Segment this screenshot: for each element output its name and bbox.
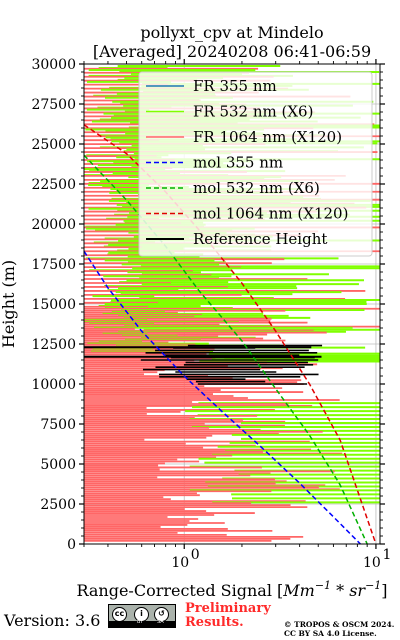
copyright-note: © TROPOS & OSCM 2024. CC BY SA 4.0 Licen… [284, 620, 394, 638]
cc-badge-strip: BY SA [109, 619, 175, 627]
x-tick-exponent: 1 [382, 547, 391, 563]
preliminary-results-note: Preliminary Results. [185, 602, 271, 630]
version-label: Version: 3.6 [4, 611, 101, 630]
preliminary-line-1: Preliminary [185, 601, 271, 616]
x-axis-label: Range-Corrected Signal [Mm−1 * sr−1] [76, 579, 387, 600]
reference-height-profiles [84, 344, 323, 385]
x-axis-label-mid: * sr [331, 581, 366, 600]
y-axis-label: Height (m) [0, 260, 18, 348]
y-tick-label: 20000 [31, 217, 76, 233]
legend-entry-label: mol 532 nm (X6) [193, 179, 320, 197]
legend-entry-label: mol 1064 nm (X120) [193, 205, 348, 223]
x-tick-label: 10 [171, 555, 189, 571]
cc-license-badge[interactable]: cc i ↺ BY SA [108, 604, 176, 628]
x-tick-exponent: 0 [191, 547, 200, 563]
x-axis-label-text: Range-Corrected Signal [ [76, 581, 283, 600]
y-tick-label: 2500 [40, 497, 76, 513]
y-tick-label: 27500 [31, 97, 76, 113]
cc-by-text: BY [137, 619, 144, 625]
cc-sa-text: SA [157, 619, 164, 625]
legend-entry-label: FR 355 nm [193, 77, 277, 95]
y-tick-label: 5000 [40, 457, 76, 473]
legend-entry-label: FR 532 nm (X6) [193, 103, 313, 121]
legend: FR 355 nm FR 532 nm (X6) FR 1064 nm (X120)… [138, 71, 373, 257]
x-axis-label-end: ] [381, 581, 387, 600]
copyright-line-2: CC BY SA 4.0 License. [284, 629, 377, 638]
legend-frame [138, 71, 373, 257]
axis-ticks: 0 2500 5000 7500 10000 12500 15000 17500 20000 22… [31, 57, 391, 571]
lidar-profile-chart: pollyxt_cpv at Mindelo [Averaged] 202402… [0, 23, 391, 600]
legend-entry-label: mol 355 nm [193, 154, 283, 172]
y-tick-label: 15000 [31, 297, 76, 313]
chart-title: pollyxt_cpv at Mindelo [140, 23, 323, 42]
chart-subtitle: [Averaged] 20240208 06:41-06:59 [93, 42, 371, 61]
y-tick-label: 22500 [31, 177, 76, 193]
y-tick-label: 12500 [31, 337, 76, 353]
y-tick-label: 25000 [31, 137, 76, 153]
series-line [83, 124, 377, 545]
x-axis-label-unit: Mm [282, 581, 315, 600]
cc-icon: cc [112, 607, 127, 622]
legend-entry-label: Reference Height [193, 230, 327, 248]
y-tick-label: 17500 [31, 257, 76, 273]
y-tick-label: 30000 [31, 57, 76, 73]
y-tick-label: 7500 [40, 417, 76, 433]
x-tick-label: 10 [363, 555, 381, 571]
preliminary-line-2: Results. [185, 615, 244, 630]
copyright-line-1: © TROPOS & OSCM 2024. [284, 620, 395, 629]
y-tick-label: 0 [67, 537, 76, 553]
legend-entry-label: FR 1064 nm (X120) [193, 128, 342, 146]
x-axis-label-exp2: −1 [365, 579, 381, 592]
y-tick-label: 10000 [31, 377, 76, 393]
x-axis-label-exp: −1 [315, 579, 331, 592]
